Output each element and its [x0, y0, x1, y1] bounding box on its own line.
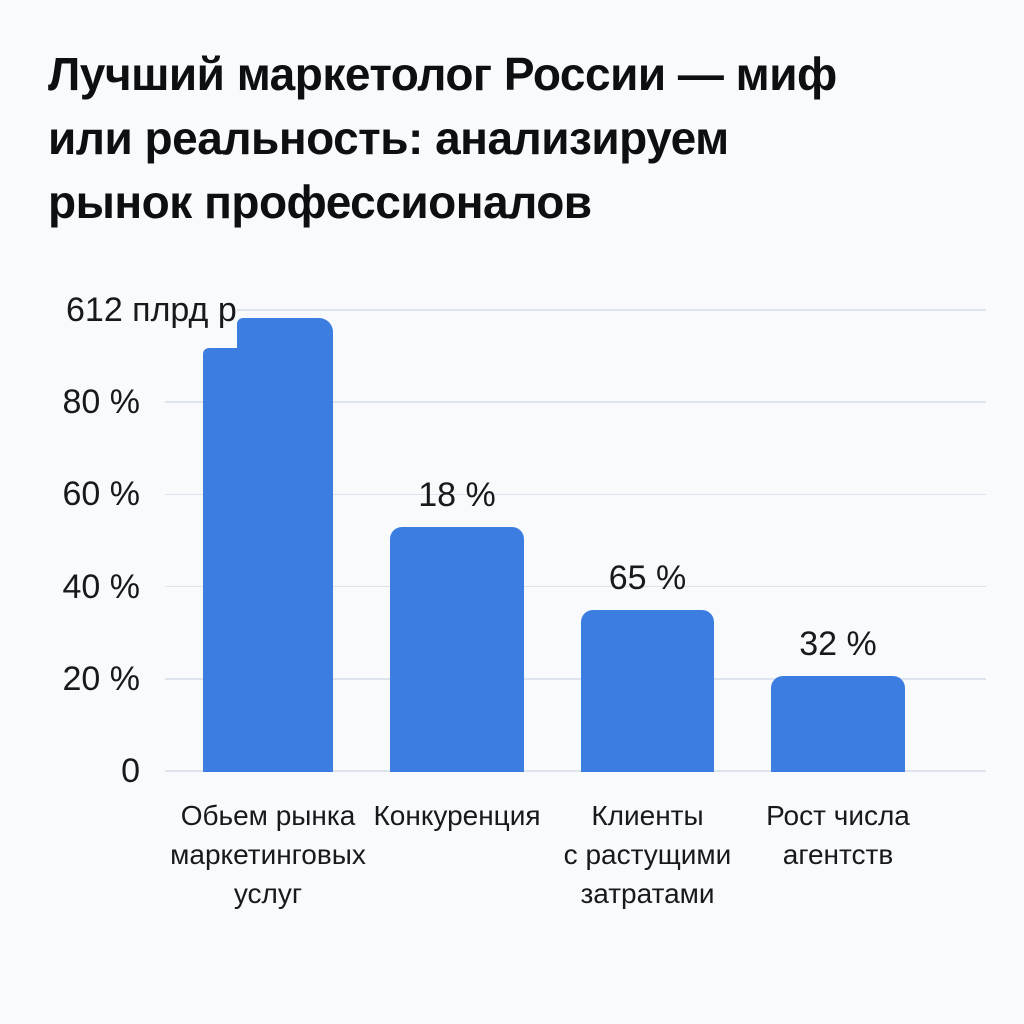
gridline	[165, 770, 986, 772]
page-title-line-1: Лучший маркетолог России — миф	[48, 48, 837, 100]
bar	[237, 317, 333, 772]
bar	[581, 609, 714, 772]
x-axis-category-label: Клиенты с растущими затратами	[533, 796, 763, 913]
y-axis-tick-label: 0	[121, 752, 140, 790]
x-axis-category-label-line: Рост числа	[766, 800, 910, 831]
y-axis-tick-label: 80 %	[62, 383, 141, 422]
bar-value-label: 65 %	[608, 558, 687, 597]
gridline	[165, 678, 986, 680]
x-axis-category-label: Обьем рынка маркетинговых услуг	[153, 796, 383, 913]
x-axis-category-label-line: Обьем рынка	[180, 800, 356, 831]
x-axis-category-label-line: Клиенты	[591, 800, 704, 831]
x-axis-category-label-line: маркетинговых	[170, 839, 366, 870]
x-axis-category-label-line: Конкуренция	[373, 800, 541, 831]
x-axis-category-label-line: услуг	[233, 878, 303, 909]
gridline	[165, 401, 986, 403]
y-axis-tick-label: 60 %	[62, 475, 141, 514]
gridline	[165, 493, 986, 496]
x-axis-category-label: Рост числа агентств	[723, 796, 953, 874]
bar-value-label: 32 %	[799, 625, 877, 664]
gridline	[237, 309, 986, 311]
y-axis-tick-label: 20 %	[62, 659, 141, 698]
y-axis-tick-label: 612 плрд р	[66, 291, 237, 329]
page-title-line-3: рынок профессионалов	[48, 176, 592, 228]
x-axis-category-label-line: агентств	[782, 839, 894, 870]
x-axis-category-label: Конкуренция	[342, 796, 572, 835]
bar	[771, 676, 905, 772]
bar-value-label: 18 %	[418, 475, 496, 514]
gridline	[165, 585, 986, 588]
page-title: Лучший маркетолог России — миф или реаль…	[48, 42, 978, 234]
page-title-line-2: или реальность: анализируем	[48, 112, 729, 164]
y-axis-tick-label: 40 %	[62, 567, 141, 606]
x-axis-category-label-line: затратами	[580, 878, 715, 909]
x-axis-category-label-line: с растущими	[563, 839, 732, 870]
bar	[390, 526, 524, 772]
